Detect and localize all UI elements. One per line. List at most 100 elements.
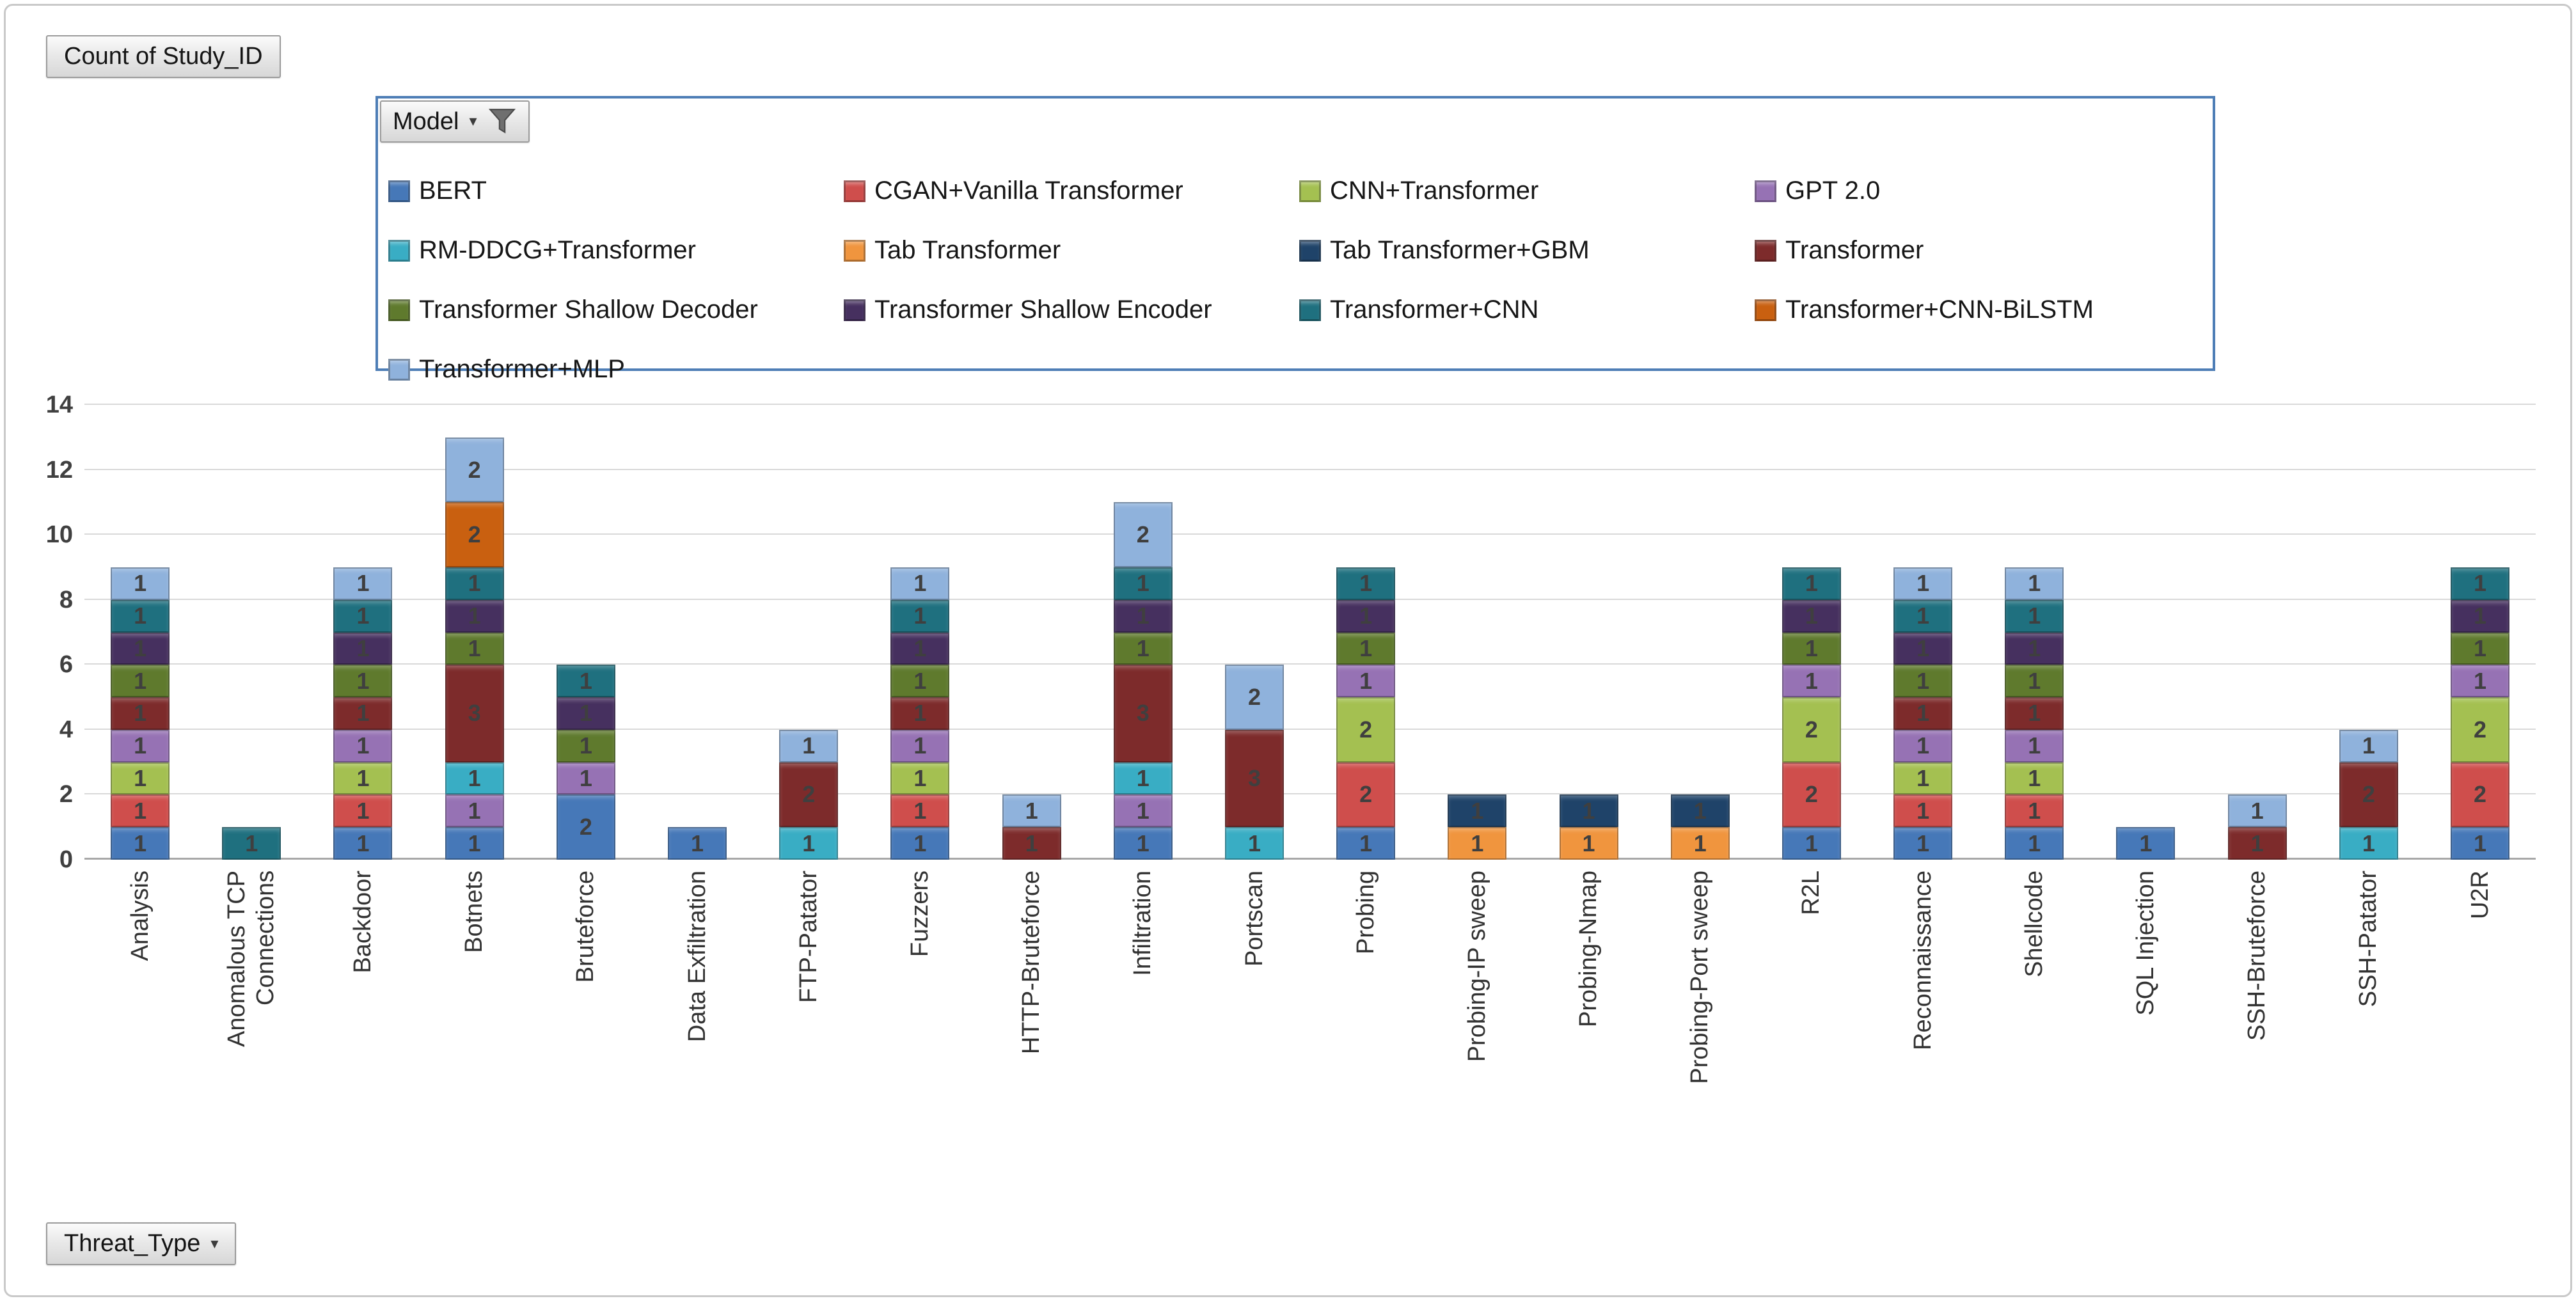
bar-segment[interactable]: 1 xyxy=(890,665,950,698)
bar-segment[interactable]: 1 xyxy=(779,729,839,762)
bar-segment[interactable]: 1 xyxy=(333,632,393,665)
bar-segment[interactable]: 1 xyxy=(2227,794,2287,828)
bar-segment[interactable]: 1 xyxy=(1893,827,1953,860)
bar-segment[interactable]: 1 xyxy=(1336,599,1396,633)
legend-item[interactable]: Transformer Shallow Encoder xyxy=(844,296,1299,324)
bar-segment[interactable]: 1 xyxy=(111,729,170,762)
bar-segment[interactable]: 1 xyxy=(2005,794,2064,828)
bar-segment[interactable]: 3 xyxy=(445,665,504,762)
bar-segment[interactable]: 1 xyxy=(2227,827,2287,860)
count-of-study-id-button[interactable]: Count of Study_ID xyxy=(46,35,281,78)
bar-segment[interactable]: 1 xyxy=(333,827,393,860)
bar-segment[interactable]: 1 xyxy=(556,697,615,730)
bar-segment[interactable]: 1 xyxy=(2451,599,2510,633)
legend-item[interactable]: Transformer xyxy=(1755,236,2210,265)
bar-segment[interactable]: 1 xyxy=(2005,665,2064,698)
bar-segment[interactable]: 2 xyxy=(1336,762,1396,828)
legend-item[interactable]: Transformer+CNN xyxy=(1299,296,1755,324)
legend-item[interactable]: Transformer+MLP xyxy=(388,355,844,384)
bar-segment[interactable]: 3 xyxy=(1224,729,1284,828)
bar-segment[interactable]: 1 xyxy=(1336,827,1396,860)
bar-segment[interactable]: 1 xyxy=(1002,827,1061,860)
bar-segment[interactable]: 1 xyxy=(1893,665,1953,698)
bar-segment[interactable]: 1 xyxy=(445,599,504,633)
bar-segment[interactable]: 1 xyxy=(333,599,393,633)
bar-segment[interactable]: 2 xyxy=(2451,762,2510,828)
bar-segment[interactable]: 1 xyxy=(1113,794,1173,828)
bar-segment[interactable]: 1 xyxy=(2005,729,2064,762)
bar-segment[interactable]: 1 xyxy=(1782,632,1841,665)
bar-segment[interactable]: 2 xyxy=(779,762,839,828)
bar-segment[interactable]: 1 xyxy=(1559,827,1618,860)
bar-segment[interactable]: 1 xyxy=(2005,827,2064,860)
bar-segment[interactable]: 1 xyxy=(1113,632,1173,665)
bar-segment[interactable]: 1 xyxy=(1893,762,1953,795)
bar-segment[interactable]: 2 xyxy=(1782,762,1841,828)
bar-segment[interactable]: 1 xyxy=(333,567,393,600)
bar-segment[interactable]: 1 xyxy=(111,567,170,600)
bar-segment[interactable]: 1 xyxy=(2005,762,2064,795)
bar-segment[interactable]: 2 xyxy=(1113,502,1173,567)
bar-segment[interactable]: 2 xyxy=(1782,697,1841,762)
legend-item[interactable]: Tab Transformer+GBM xyxy=(1299,236,1755,265)
bar-segment[interactable]: 1 xyxy=(1782,665,1841,698)
bar-segment[interactable]: 2 xyxy=(2339,762,2398,828)
bar-segment[interactable]: 1 xyxy=(1336,665,1396,698)
bar-segment[interactable]: 1 xyxy=(890,632,950,665)
bar-segment[interactable]: 1 xyxy=(1448,794,1507,828)
bar-segment[interactable]: 1 xyxy=(890,794,950,828)
bar-segment[interactable]: 1 xyxy=(111,762,170,795)
legend-item[interactable]: GPT 2.0 xyxy=(1755,177,2210,205)
bar-segment[interactable]: 1 xyxy=(1670,827,1730,860)
legend-item[interactable]: CNN+Transformer xyxy=(1299,177,1755,205)
bar-segment[interactable]: 1 xyxy=(111,697,170,730)
bar-segment[interactable]: 1 xyxy=(1893,794,1953,828)
bar-segment[interactable]: 1 xyxy=(890,697,950,730)
bar-segment[interactable]: 1 xyxy=(1113,827,1173,860)
bar-segment[interactable]: 1 xyxy=(333,794,393,828)
bar-segment[interactable]: 1 xyxy=(1113,567,1173,600)
bar-segment[interactable]: 1 xyxy=(333,697,393,730)
bar-segment[interactable]: 1 xyxy=(1448,827,1507,860)
bar-segment[interactable]: 1 xyxy=(779,827,839,860)
bar-segment[interactable]: 1 xyxy=(2451,567,2510,600)
bar-segment[interactable]: 2 xyxy=(1336,697,1396,762)
bar-segment[interactable]: 1 xyxy=(111,665,170,698)
bar-segment[interactable]: 1 xyxy=(111,632,170,665)
bar-segment[interactable]: 1 xyxy=(1893,632,1953,665)
bar-segment[interactable]: 2 xyxy=(2451,697,2510,762)
bar-segment[interactable]: 1 xyxy=(222,827,281,860)
bar-segment[interactable]: 1 xyxy=(2116,827,2176,860)
bar-segment[interactable]: 1 xyxy=(111,794,170,828)
bar-segment[interactable]: 1 xyxy=(2451,632,2510,665)
bar-segment[interactable]: 1 xyxy=(1002,794,1061,828)
bar-segment[interactable]: 1 xyxy=(2005,567,2064,600)
bar-segment[interactable]: 1 xyxy=(556,665,615,698)
bar-segment[interactable]: 1 xyxy=(2005,697,2064,730)
bar-segment[interactable]: 1 xyxy=(1782,599,1841,633)
bar-segment[interactable]: 2 xyxy=(445,502,504,567)
bar-segment[interactable]: 1 xyxy=(2339,729,2398,762)
bar-segment[interactable]: 1 xyxy=(445,762,504,795)
bar-segment[interactable]: 1 xyxy=(1782,827,1841,860)
bar-segment[interactable]: 1 xyxy=(445,794,504,828)
bar-segment[interactable]: 2 xyxy=(556,794,615,860)
bar-segment[interactable]: 1 xyxy=(1782,567,1841,600)
bar-segment[interactable]: 1 xyxy=(1559,794,1618,828)
bar-segment[interactable]: 1 xyxy=(1893,599,1953,633)
bar-segment[interactable]: 1 xyxy=(445,827,504,860)
bar-segment[interactable]: 1 xyxy=(111,599,170,633)
bar-segment[interactable]: 1 xyxy=(1113,762,1173,795)
bar-segment[interactable]: 1 xyxy=(890,827,950,860)
bar-segment[interactable]: 1 xyxy=(890,729,950,762)
bar-segment[interactable]: 1 xyxy=(668,827,727,860)
bar-segment[interactable]: 1 xyxy=(333,762,393,795)
bar-segment[interactable]: 1 xyxy=(1893,567,1953,600)
bar-segment[interactable]: 1 xyxy=(1113,599,1173,633)
bar-segment[interactable]: 2 xyxy=(1224,665,1284,730)
bar-segment[interactable]: 1 xyxy=(1336,567,1396,600)
bar-segment[interactable]: 1 xyxy=(445,632,504,665)
bar-segment[interactable]: 1 xyxy=(2451,827,2510,860)
bar-segment[interactable]: 2 xyxy=(445,437,504,503)
legend-item[interactable]: Transformer+CNN-BiLSTM xyxy=(1755,296,2210,324)
